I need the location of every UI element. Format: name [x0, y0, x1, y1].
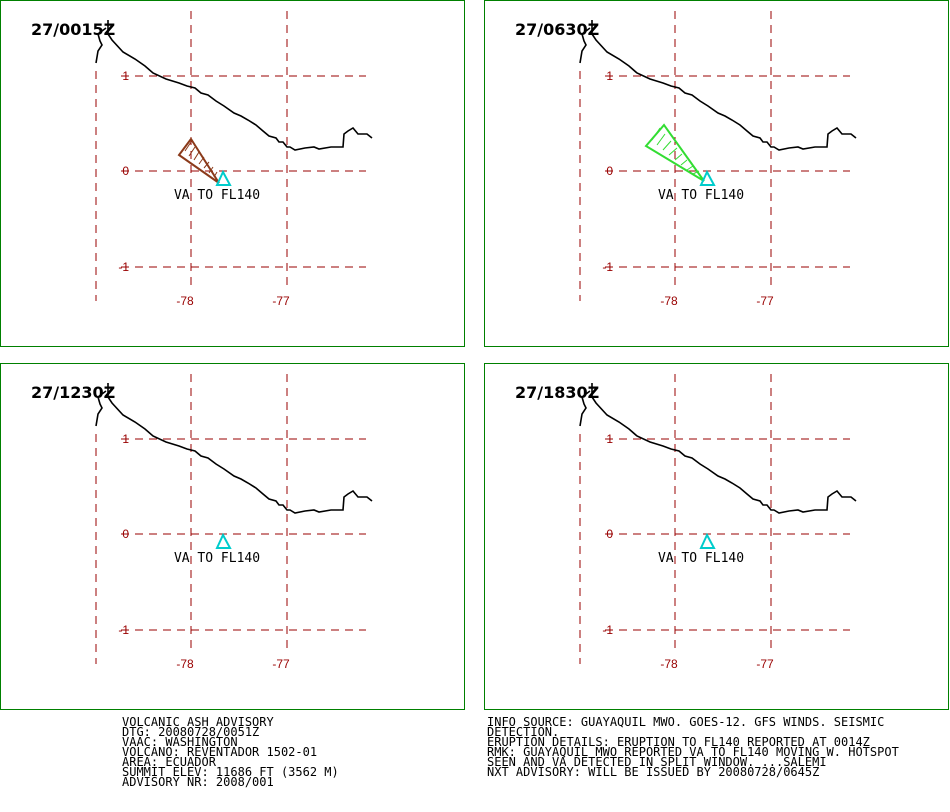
triangle-volcano-icon — [215, 169, 232, 186]
latitude-label: 1 — [606, 432, 613, 446]
coastline — [107, 383, 373, 514]
ash-hatch-line — [662, 140, 672, 151]
latitude-label: 1 — [606, 69, 613, 83]
ash-cloud-polygon — [177, 137, 220, 184]
triangle-volcano-icon — [699, 532, 716, 549]
coastline — [107, 20, 373, 151]
ash-hatch-line — [203, 161, 210, 169]
coastline — [591, 383, 857, 514]
coastline — [579, 390, 591, 427]
latitude-label: -1 — [118, 623, 129, 637]
ash-hatch-line — [188, 146, 196, 157]
advisory-line: DTG: 20080728/0051Z — [122, 725, 260, 739]
advisory-line: AREA: ECUADOR — [122, 755, 216, 769]
map-graphic: 1 0 -1 -78 -77 VA TO FL140 — [95, 11, 373, 308]
ash-hatch-line — [198, 156, 205, 165]
latitude-label: 0 — [122, 164, 129, 178]
latitude-label: 0 — [606, 527, 613, 541]
advisory-header-block: VOLCANIC ASH ADVISORY DTG: 20080728/0051… — [122, 715, 339, 789]
ash-hatch-line — [651, 127, 661, 141]
panel-time-label: 27/1230Z — [31, 383, 116, 402]
longitude-label: -77 — [272, 294, 290, 308]
coastline — [591, 20, 857, 151]
forecast-panel-1230z: 1 0 -1 -78 -77 VA TO FL140 27/1230Z — [0, 363, 465, 710]
map-graphic: 1 0 -1 -78 -77 VA TO FL140 — [579, 11, 857, 308]
ash-hatch-line — [686, 165, 694, 171]
advisory-line: INFO SOURCE: GUAYAQUIL MWO. GOES-12. GFS… — [487, 715, 885, 729]
coastline — [579, 27, 591, 64]
latitude-label: -1 — [602, 260, 613, 274]
va-height-label: VA TO FL140 — [658, 188, 744, 203]
ash-hatch-line — [674, 153, 683, 161]
ash-hatch-line — [193, 151, 200, 161]
ash-hatch-line — [208, 166, 214, 174]
advisory-line: VAAC: WASHINGTON — [122, 735, 238, 749]
longitude-label: -77 — [756, 657, 774, 671]
advisory-line: NXT ADVISORY: WILL BE ISSUED BY 20080728… — [487, 765, 820, 779]
panel-time-label: 27/0015Z — [31, 20, 116, 39]
coastline — [95, 27, 107, 64]
coastline — [95, 390, 107, 427]
advisory-line: SEEN AND VA DETECTED IN SPLIT WINDOW. ..… — [487, 755, 827, 769]
longitude-label: -78 — [176, 294, 194, 308]
panel-time-label: 27/0630Z — [515, 20, 600, 39]
latitude-label: -1 — [118, 260, 129, 274]
longitude-label: -78 — [176, 657, 194, 671]
longitude-label: -78 — [660, 294, 678, 308]
triangle-volcano-icon — [699, 169, 716, 186]
latitude-label: -1 — [602, 623, 613, 637]
advisory-line: ERUPTION DETAILS: ERUPTION TO FL140 REPO… — [487, 735, 870, 749]
forecast-panel-0630z: 1 0 -1 -78 -77 VA TO FL140 27/0630Z — [484, 0, 949, 347]
panel-time-label: 27/1830Z — [515, 383, 600, 402]
ash-hatch-line — [692, 170, 700, 175]
ash-hatch-line — [656, 133, 666, 146]
ash-hatch-line — [668, 147, 678, 156]
map-graphic: 1 0 -1 -78 -77 VA TO FL140 — [95, 374, 373, 671]
advisory-line: RMK: GUAYAQUIL MWO REPORTED VA TO FL140 … — [487, 745, 899, 759]
ash-hatch-line — [680, 159, 688, 166]
latitude-label: 1 — [122, 432, 129, 446]
advisory-line: SUMMIT ELEV: 11686 FT (3562 M) — [122, 765, 339, 779]
latitude-label: 0 — [606, 164, 613, 178]
forecast-panel-0015z: 1 0 -1 -78 -77 VA TO FL140 27/0015Z — [0, 0, 465, 347]
advisory-line: VOLCANIC ASH ADVISORY — [122, 715, 274, 729]
advisory-remarks-block: INFO SOURCE: GUAYAQUIL MWO. GOES-12. GFS… — [487, 715, 899, 779]
map-graphic: 1 0 -1 -78 -77 VA TO FL140 — [579, 374, 857, 671]
latitude-label: 0 — [122, 527, 129, 541]
advisory-line: ADVISORY NR: 2008/001 — [122, 775, 274, 789]
va-height-label: VA TO FL140 — [174, 551, 260, 566]
va-height-label: VA TO FL140 — [174, 188, 260, 203]
longitude-label: -77 — [272, 657, 290, 671]
ash-hatch-line — [213, 171, 218, 178]
advisory-line: VOLCANO: REVENTADOR 1502-01 — [122, 745, 318, 759]
latitude-label: 1 — [122, 69, 129, 83]
ash-hatch-line — [184, 141, 192, 152]
longitude-label: -78 — [660, 657, 678, 671]
triangle-volcano-icon — [215, 532, 232, 549]
va-height-label: VA TO FL140 — [658, 551, 744, 566]
longitude-label: -77 — [756, 294, 774, 308]
advisory-line: DETECTION. — [487, 725, 560, 739]
forecast-panel-1830z: 1 0 -1 -78 -77 VA TO FL140 27/1830Z — [484, 363, 949, 710]
